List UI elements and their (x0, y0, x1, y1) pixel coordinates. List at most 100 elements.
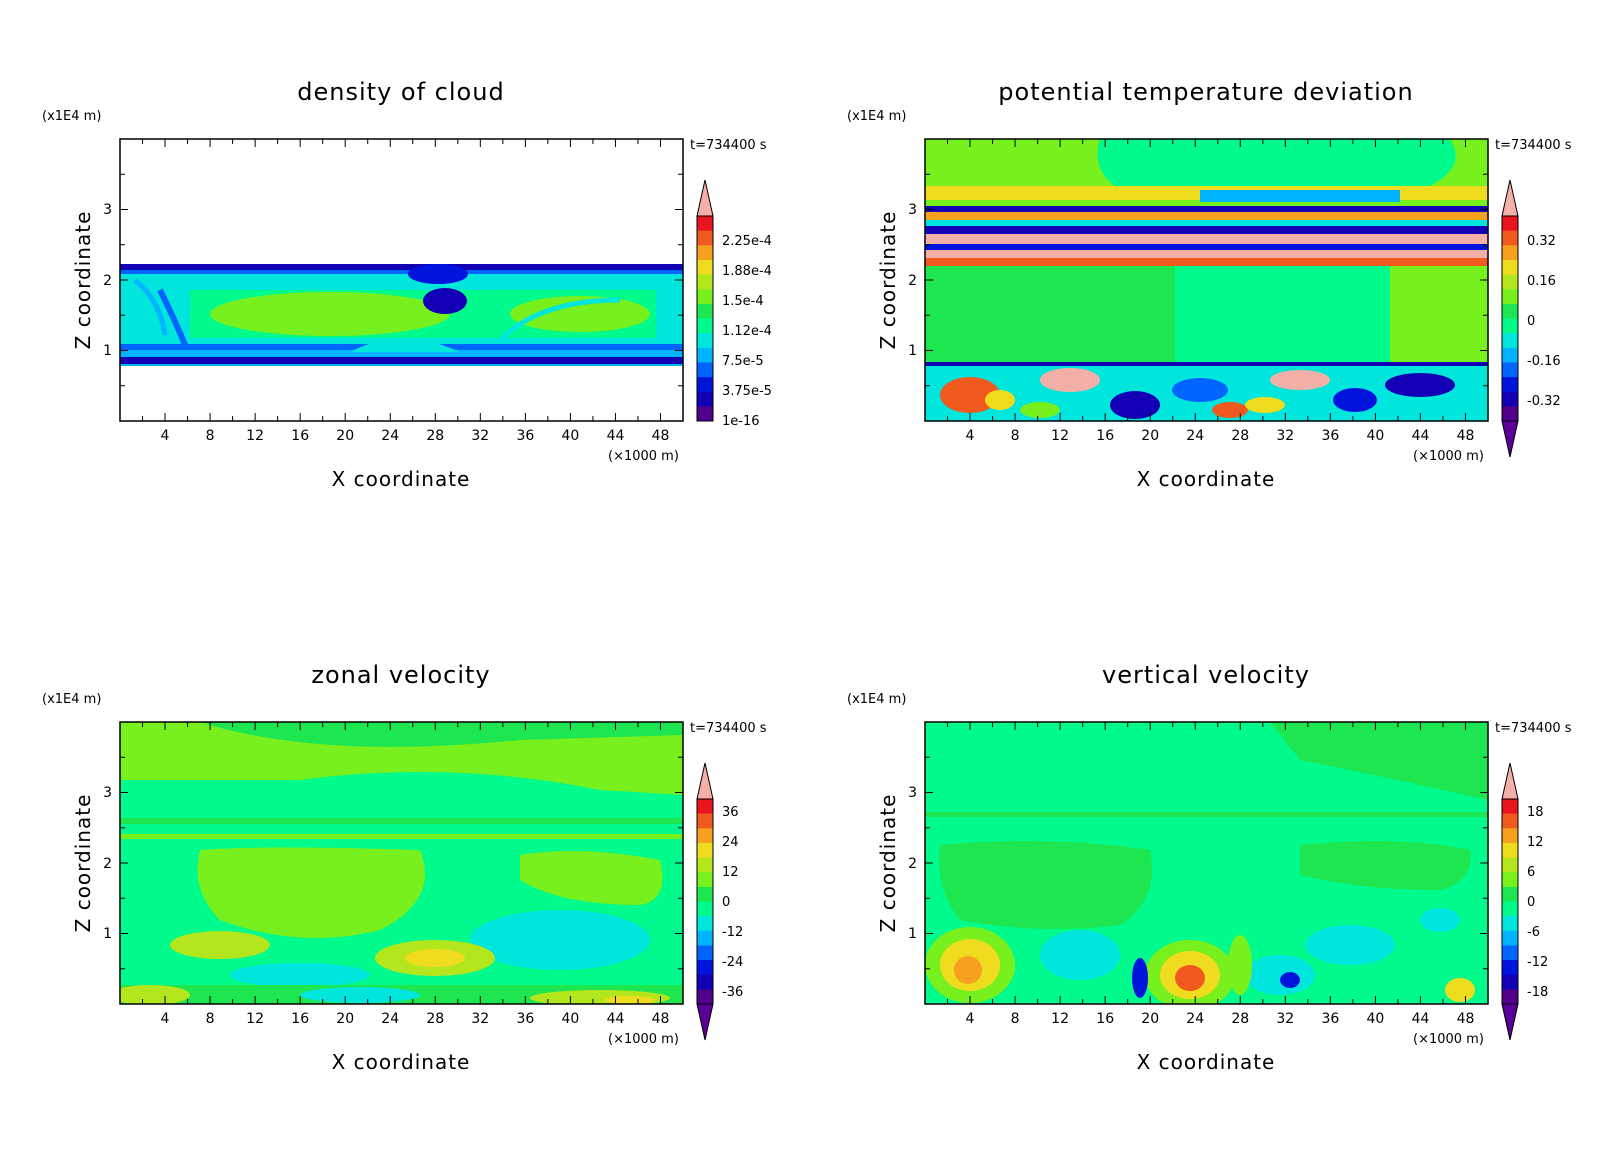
y-unit-label: (x1E4 m) (42, 692, 101, 707)
colorbar-label: 24 (722, 835, 739, 850)
x-tick-label: 12 (1051, 1011, 1069, 1027)
colorbar-extend-max (696, 762, 714, 800)
colorbar-extend-min (696, 1003, 714, 1041)
colorbar-segment (1502, 989, 1518, 1005)
colorbar-segment (1502, 828, 1518, 844)
x-axis-title: X coordinate (332, 1050, 471, 1074)
colorbar-label: 2.25e-4 (722, 234, 772, 249)
x-tick-label: 40 (561, 428, 579, 444)
x-tick-label: 24 (381, 428, 399, 444)
y-unit-label: (x1E4 m) (847, 692, 906, 707)
colorbar-segment (1502, 930, 1518, 946)
colorbar-segment (697, 347, 713, 363)
colorbar-extend-max (1501, 179, 1519, 217)
colorbar-label: 6 (1527, 865, 1535, 880)
x-tick-label: 36 (516, 1011, 534, 1027)
x-tick-label: 16 (291, 428, 309, 444)
colorbar-segment (1502, 303, 1518, 319)
y-ticks: 1 2 3 (103, 785, 112, 942)
colorbar-label: 36 (722, 805, 739, 820)
x-tick-label: 16 (291, 1011, 309, 1027)
y-tick-label: 2 (908, 856, 917, 872)
colorbar-labels: 36 24 12 0 -12 -24 -36 (722, 805, 743, 1000)
x-tick-label: 44 (607, 1011, 625, 1027)
colorbar-label: -12 (722, 925, 743, 940)
y-tick-label: 1 (103, 926, 112, 942)
colorbar-segment (1502, 377, 1518, 393)
x-tick-label: 36 (516, 428, 534, 444)
chart-title: density of cloud (297, 78, 504, 106)
x-tick-label: 44 (607, 428, 625, 444)
colorbar-label: 3.75e-5 (722, 384, 772, 399)
colorbar-label: 0 (1527, 895, 1535, 910)
colorbar-segment (1502, 799, 1518, 815)
x-tick-label: 24 (381, 1011, 399, 1027)
x-tick-label: 32 (471, 428, 489, 444)
colorbar-segment (697, 303, 713, 319)
x-tick-label: 4 (161, 428, 170, 444)
x-tick-label: 4 (966, 1011, 975, 1027)
x-tick-label: 32 (1276, 428, 1294, 444)
y-tick-label: 2 (103, 273, 112, 289)
colorbar (696, 179, 714, 422)
x-tick-label: 8 (1011, 1011, 1020, 1027)
x-tick-label: 8 (206, 1011, 215, 1027)
panel-vertical-velocity: vertical velocity (x1E4 m) t=734400 s (847, 661, 1572, 1074)
colorbar-segment (697, 289, 713, 305)
colorbar-label: 1.5e-4 (722, 294, 764, 309)
colorbar-label: 12 (722, 865, 739, 880)
chart-title: vertical velocity (1102, 661, 1310, 689)
y-axis-title: Z coordinate (71, 794, 95, 933)
panel-density-of-cloud: density of cloud (x1E4 m) t=734400 s 4 8… (42, 78, 772, 491)
x-tick-label: 20 (336, 1011, 354, 1027)
x-tick-label: 20 (336, 428, 354, 444)
x-ticks: 4 8 12 16 20 24 28 32 36 40 44 48 (966, 428, 1475, 444)
colorbar-segment (697, 216, 713, 232)
y-unit-label: (x1E4 m) (42, 109, 101, 124)
colorbar-label: 1.12e-4 (722, 324, 772, 339)
time-label: t=734400 s (1495, 138, 1572, 153)
colorbar-segment (697, 377, 713, 393)
colorbar-segment (697, 406, 713, 422)
colorbar-label: -18 (1527, 985, 1548, 1000)
colorbar (696, 762, 714, 1041)
colorbar-segment (697, 974, 713, 990)
contour-field (120, 139, 683, 421)
colorbar-segment (697, 842, 713, 859)
chart-title: zonal velocity (311, 661, 490, 689)
x-tick-label: 44 (1412, 1011, 1430, 1027)
colorbar-segment (697, 901, 713, 917)
y-unit-label: (x1E4 m) (847, 109, 906, 124)
colorbar-extend-max (696, 179, 714, 217)
y-tick-label: 2 (103, 856, 112, 872)
colorbar-segment (1502, 945, 1518, 961)
time-label: t=734400 s (690, 721, 767, 736)
colorbar (1501, 762, 1519, 1041)
time-label: t=734400 s (1495, 721, 1572, 736)
x-tick-label: 16 (1096, 1011, 1114, 1027)
y-axis-title: Z coordinate (876, 794, 900, 933)
colorbar-segment (697, 916, 713, 932)
colorbar-segment (1502, 347, 1518, 363)
x-tick-label: 8 (206, 428, 215, 444)
colorbar-segment (1502, 216, 1518, 232)
x-tick-label: 20 (1141, 428, 1159, 444)
colorbar-label: 0 (722, 895, 730, 910)
colorbar-segment (1502, 857, 1518, 873)
x-axis-title: X coordinate (332, 467, 471, 491)
colorbar-segment (697, 391, 713, 407)
x-tick-label: 12 (246, 428, 264, 444)
x-tick-label: 28 (426, 428, 444, 444)
colorbar-segment (697, 989, 713, 1005)
colorbar-labels: 2.25e-4 1.88e-4 1.5e-4 1.12e-4 7.5e-5 3.… (722, 234, 772, 429)
x-tick-label: 48 (652, 428, 670, 444)
x-tick-label: 4 (161, 1011, 170, 1027)
x-tick-label: 40 (1366, 428, 1384, 444)
y-tick-label: 3 (908, 202, 917, 218)
colorbar-segment (697, 813, 713, 829)
y-ticks: 1 2 3 (908, 785, 917, 942)
colorbar-segment (1502, 259, 1518, 276)
colorbar-segment (697, 930, 713, 946)
colorbar-segment (1502, 842, 1518, 859)
colorbar-segment (1502, 872, 1518, 888)
